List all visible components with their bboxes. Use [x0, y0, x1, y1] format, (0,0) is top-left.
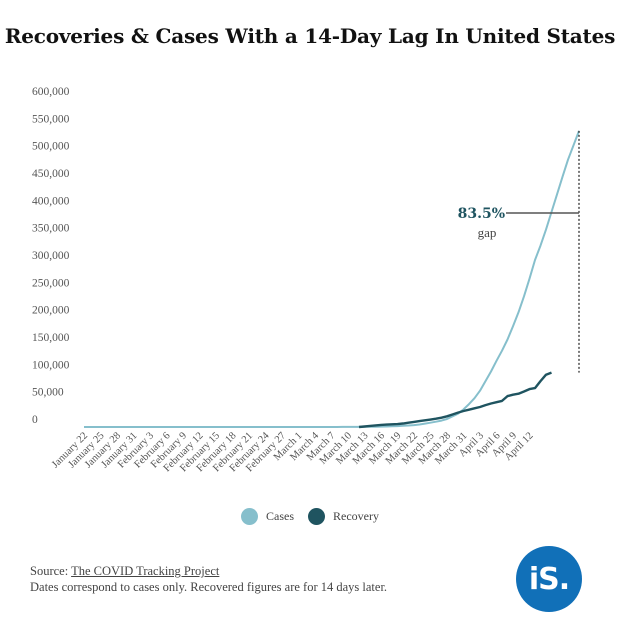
y-tick-label: 550,000	[32, 113, 70, 125]
series-line-cases	[84, 130, 580, 428]
legend-item-cases[interactable]: Cases	[241, 508, 294, 525]
y-tick-label: 500,000	[32, 141, 70, 153]
chart-footer: Source: The COVID Tracking Project Dates…	[30, 563, 387, 595]
legend-recovery-swatch	[308, 508, 325, 525]
legend-cases-swatch	[241, 508, 258, 525]
line-chart: 0 50,000 100,000 150,000 200,000 250,000 300,0…	[32, 86, 580, 474]
source-prefix: Source:	[30, 564, 69, 578]
y-tick-label: 250,000	[32, 277, 70, 289]
gap-text-label: gap	[478, 225, 497, 240]
legend-recovery-label: Recovery	[333, 509, 379, 523]
footer-note: Dates correspond to cases only. Recovere…	[30, 580, 388, 594]
chart-title: Recoveries & Cases With a 14-Day Lag In …	[4, 24, 616, 48]
y-tick-label: 450,000	[32, 168, 70, 180]
y-tick-label: 0	[32, 414, 38, 426]
chart-legend: Cases Recovery	[0, 508, 620, 525]
y-tick-label: 600,000	[32, 86, 70, 98]
brand-logo: iS.	[516, 546, 582, 612]
legend-cases-label: Cases	[266, 509, 294, 523]
series-layer	[84, 130, 580, 429]
gap-annotation: 83.5% gap	[458, 130, 580, 373]
y-tick-label: 150,000	[32, 332, 70, 344]
series-line-recovery	[358, 371, 552, 429]
y-tick-label: 50,000	[32, 387, 64, 399]
y-tick-label: 200,000	[32, 305, 70, 317]
y-tick-label: 100,000	[32, 359, 70, 371]
y-axis: 0 50,000 100,000 150,000 200,000 250,000 300,0…	[32, 86, 70, 426]
y-tick-label: 400,000	[32, 195, 70, 207]
legend-item-recovery[interactable]: Recovery	[308, 508, 379, 525]
source-line: Source: The COVID Tracking Project	[30, 563, 387, 579]
y-tick-label: 300,000	[32, 250, 70, 262]
y-tick-label: 350,000	[32, 223, 70, 235]
gap-value-label: 83.5%	[458, 206, 505, 222]
source-link[interactable]: The COVID Tracking Project	[71, 564, 220, 578]
